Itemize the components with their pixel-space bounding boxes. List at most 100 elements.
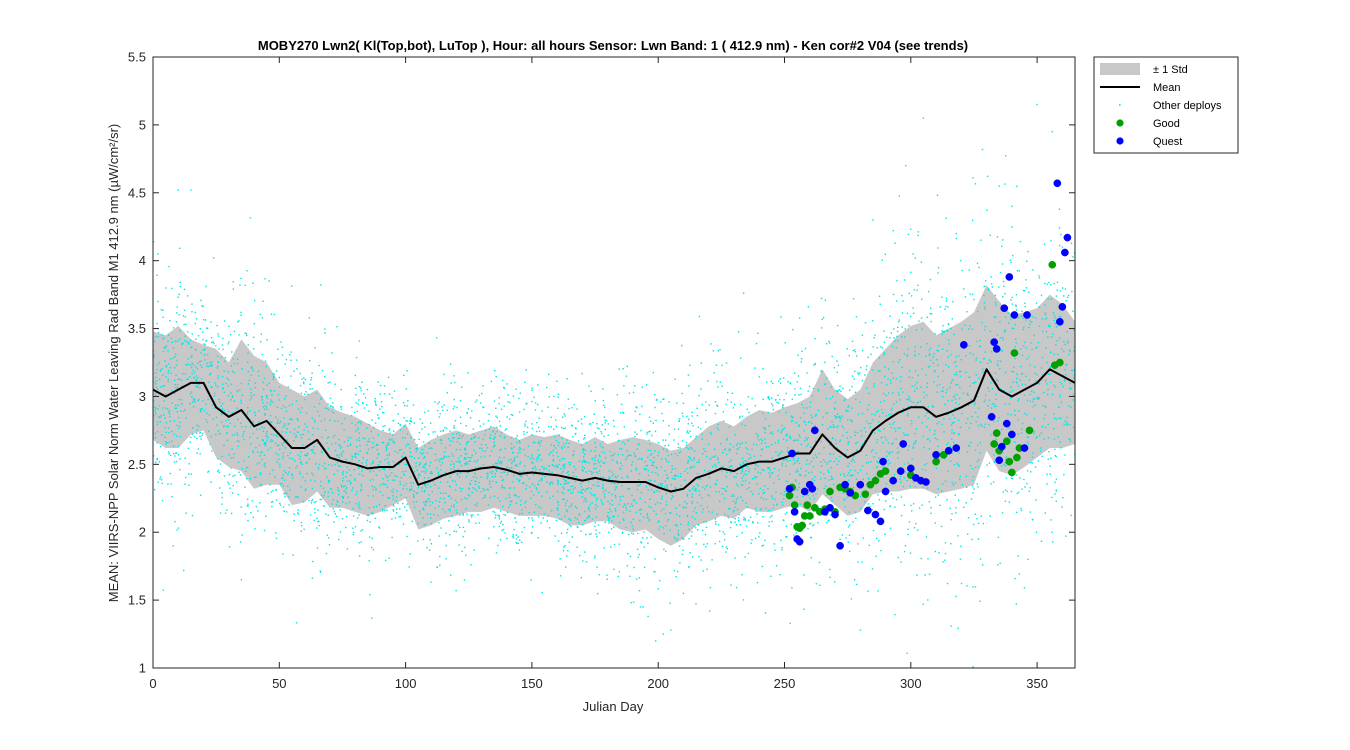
other-deploys-point xyxy=(540,478,542,481)
other-deploys-point xyxy=(489,471,491,473)
other-deploys-point xyxy=(953,432,956,434)
other-deploys-point xyxy=(629,505,631,508)
other-deploys-point xyxy=(594,521,596,524)
other-deploys-point xyxy=(231,434,234,436)
other-deploys-point xyxy=(513,475,515,477)
other-deploys-point xyxy=(1020,509,1023,512)
other-deploys-point xyxy=(782,407,784,409)
other-deploys-point xyxy=(264,466,266,468)
other-deploys-point xyxy=(751,448,753,451)
other-deploys-point xyxy=(1004,183,1006,185)
other-deploys-point xyxy=(444,511,446,513)
other-deploys-point xyxy=(266,437,269,440)
other-deploys-point xyxy=(593,463,595,465)
other-deploys-point xyxy=(895,438,897,441)
other-deploys-point xyxy=(579,554,581,557)
other-deploys-point xyxy=(396,475,398,478)
other-deploys-point xyxy=(536,488,538,491)
other-deploys-point xyxy=(190,356,192,358)
other-deploys-point xyxy=(829,426,831,428)
other-deploys-point xyxy=(870,353,872,355)
other-deploys-point xyxy=(896,300,898,302)
other-deploys-point xyxy=(273,390,276,392)
other-deploys-point xyxy=(761,448,763,450)
other-deploys-point xyxy=(958,403,960,405)
other-deploys-point xyxy=(166,441,168,444)
other-deploys-point xyxy=(559,575,562,577)
other-deploys-point xyxy=(1060,417,1062,420)
other-deploys-point xyxy=(946,388,948,391)
other-deploys-point xyxy=(634,431,636,433)
other-deploys-point xyxy=(499,460,502,463)
other-deploys-point xyxy=(388,429,390,432)
other-deploys-point xyxy=(657,441,660,444)
other-deploys-point xyxy=(594,557,596,559)
other-deploys-point xyxy=(256,428,258,431)
other-deploys-point xyxy=(204,343,206,346)
other-deploys-point xyxy=(908,397,911,400)
other-deploys-point xyxy=(890,493,893,495)
other-deploys-point xyxy=(930,507,932,509)
other-deploys-point xyxy=(1073,374,1075,376)
other-deploys-point xyxy=(250,512,252,514)
other-deploys-point xyxy=(278,399,280,401)
other-deploys-point xyxy=(441,406,443,408)
other-deploys-point xyxy=(1072,399,1074,401)
other-deploys-point xyxy=(831,500,833,502)
other-deploys-point xyxy=(953,361,955,364)
other-deploys-point xyxy=(762,368,764,370)
other-deploys-point xyxy=(506,466,508,468)
other-deploys-point xyxy=(867,356,869,358)
other-deploys-point xyxy=(424,483,426,485)
other-deploys-point xyxy=(252,451,255,454)
other-deploys-point xyxy=(451,460,453,463)
other-deploys-point xyxy=(848,472,850,474)
other-deploys-point xyxy=(327,514,329,516)
other-deploys-point xyxy=(860,435,863,437)
other-deploys-point xyxy=(369,471,371,473)
other-deploys-point xyxy=(349,443,352,445)
other-deploys-point xyxy=(269,441,272,443)
other-deploys-point xyxy=(1022,289,1025,292)
other-deploys-point xyxy=(187,295,189,297)
other-deploys-point xyxy=(351,406,353,409)
other-deploys-point xyxy=(547,425,550,428)
other-deploys-point xyxy=(324,328,326,330)
other-deploys-point xyxy=(341,496,343,498)
other-deploys-point xyxy=(260,333,262,335)
other-deploys-point xyxy=(531,467,534,470)
other-deploys-point xyxy=(714,448,716,450)
other-deploys-point xyxy=(779,398,781,401)
other-deploys-point xyxy=(728,508,730,510)
other-deploys-point xyxy=(920,557,922,560)
other-deploys-point xyxy=(1010,490,1013,493)
other-deploys-point xyxy=(765,446,768,448)
other-deploys-point xyxy=(838,416,840,419)
other-deploys-point xyxy=(176,435,178,437)
other-deploys-point xyxy=(957,627,959,630)
other-deploys-point xyxy=(554,535,556,537)
other-deploys-point xyxy=(186,341,188,343)
other-deploys-point xyxy=(798,486,800,488)
other-deploys-point xyxy=(829,398,832,400)
other-deploys-point xyxy=(795,480,797,482)
other-deploys-point xyxy=(592,478,594,481)
other-deploys-point xyxy=(600,476,602,478)
other-deploys-point xyxy=(662,398,664,400)
other-deploys-point xyxy=(199,435,201,438)
other-deploys-point xyxy=(688,489,690,492)
other-deploys-point xyxy=(594,507,597,510)
other-deploys-point xyxy=(493,441,495,443)
other-deploys-point xyxy=(952,484,955,486)
other-deploys-point xyxy=(473,437,475,439)
other-deploys-point xyxy=(853,461,856,463)
other-deploys-point xyxy=(993,316,996,318)
other-deploys-point xyxy=(671,494,673,497)
other-deploys-point xyxy=(285,410,288,412)
other-deploys-point xyxy=(508,496,511,499)
other-deploys-point xyxy=(442,457,444,459)
other-deploys-point xyxy=(967,394,969,396)
other-deploys-point xyxy=(888,392,890,394)
other-deploys-point xyxy=(557,504,560,506)
other-deploys-point xyxy=(389,439,391,441)
